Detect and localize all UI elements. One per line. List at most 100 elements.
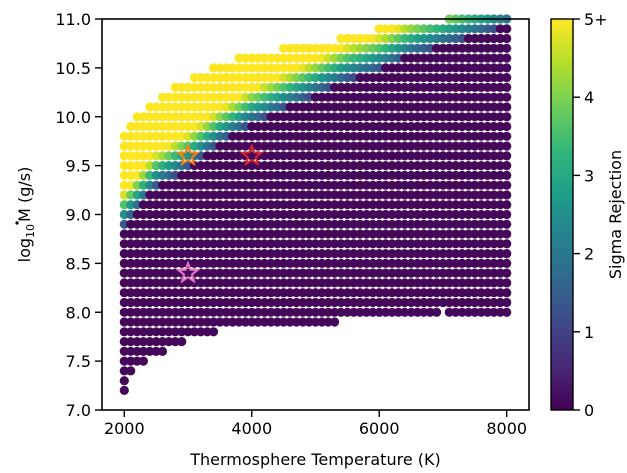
data-point (310, 82, 321, 92)
data-point (247, 297, 257, 308)
data-point (253, 229, 263, 239)
data-point (355, 43, 365, 53)
data-point (126, 229, 136, 239)
data-point (234, 258, 244, 268)
data-point (151, 102, 161, 112)
data-point (495, 63, 505, 73)
data-point (247, 258, 257, 268)
data-point (419, 73, 429, 83)
data-point (304, 239, 314, 249)
data-point (387, 131, 397, 141)
data-point (412, 131, 423, 141)
data-point (412, 43, 423, 53)
data-point (355, 161, 365, 171)
data-point (349, 190, 359, 200)
data-point (234, 278, 244, 288)
data-point (349, 141, 359, 151)
data-point (502, 229, 512, 239)
data-point (374, 161, 384, 171)
data-point (393, 82, 403, 92)
data-point (457, 209, 467, 220)
data-point (406, 121, 416, 132)
data-point (202, 327, 212, 337)
data-point (419, 170, 429, 180)
data-point (406, 180, 416, 190)
data-point (451, 258, 461, 268)
data-point (202, 239, 212, 249)
data-point (151, 219, 161, 229)
data-point (355, 151, 365, 161)
data-point (476, 73, 486, 83)
data-point (215, 121, 225, 132)
data-point (489, 102, 499, 112)
data-point (259, 209, 270, 220)
data-point (132, 170, 142, 180)
data-point (451, 121, 461, 132)
data-point (393, 200, 403, 210)
data-point (355, 297, 365, 308)
data-point (285, 209, 295, 220)
data-point (183, 151, 193, 161)
data-point (132, 180, 142, 190)
data-point (208, 121, 219, 132)
data-point (393, 121, 403, 132)
data-point (451, 307, 461, 317)
data-point (157, 141, 168, 151)
data-point (438, 82, 448, 92)
data-point (387, 190, 397, 200)
data-point (298, 307, 308, 317)
data-point (221, 82, 231, 92)
data-point (234, 121, 244, 132)
data-point (272, 112, 282, 122)
colorbar-frame (550, 18, 574, 411)
data-point (279, 268, 289, 278)
data-point (196, 170, 206, 180)
data-point (368, 102, 378, 112)
data-point (381, 200, 391, 210)
data-point (259, 190, 270, 200)
data-point (444, 82, 454, 92)
data-point (444, 278, 454, 288)
data-point (330, 141, 340, 151)
data-point (170, 268, 180, 278)
data-point (374, 141, 384, 151)
data-point (291, 229, 301, 239)
data-point (196, 141, 206, 151)
data-point (215, 209, 225, 220)
data-point (298, 131, 308, 141)
data-point (164, 131, 174, 141)
data-point (457, 258, 467, 268)
data-point (119, 190, 129, 200)
data-point (138, 151, 148, 161)
data-point (215, 180, 225, 190)
colorbar-tick-label: 2 (584, 245, 594, 264)
data-point (132, 288, 142, 298)
data-point (266, 131, 276, 141)
data-point (502, 24, 512, 34)
data-point (196, 180, 206, 190)
data-point (336, 258, 346, 268)
data-point (361, 112, 372, 122)
data-point (279, 219, 289, 229)
data-point (483, 73, 493, 83)
data-point (177, 239, 187, 249)
data-point (432, 249, 442, 259)
data-point (438, 121, 448, 132)
data-point (215, 131, 225, 141)
data-point (177, 141, 187, 151)
data-point (126, 131, 136, 141)
data-point (502, 258, 512, 268)
data-point (387, 141, 397, 151)
data-point (451, 63, 461, 73)
data-point (495, 73, 505, 83)
data-point (279, 297, 289, 308)
data-point (279, 43, 289, 53)
data-point (425, 258, 435, 268)
data-point (355, 219, 365, 229)
data-point (451, 33, 461, 44)
data-point (189, 297, 199, 308)
data-point (298, 278, 308, 288)
data-point (412, 229, 423, 239)
data-point (208, 82, 219, 92)
data-point (349, 180, 359, 190)
